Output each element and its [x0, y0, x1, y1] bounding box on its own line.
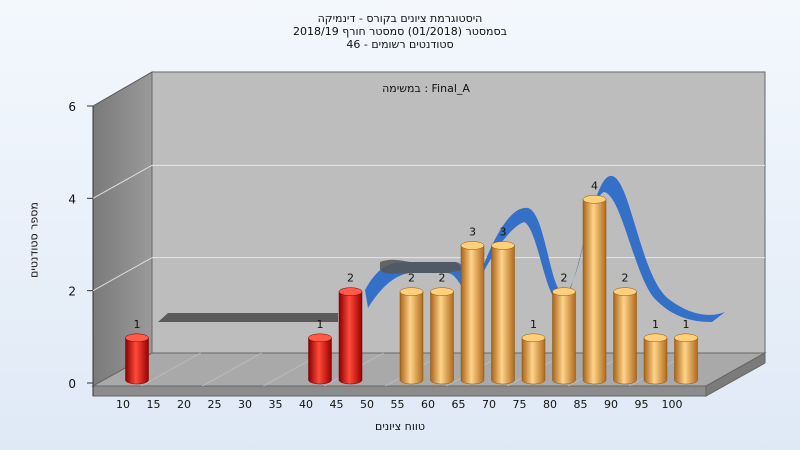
bar-cap [613, 287, 637, 296]
bar-value-label: 4 [591, 179, 598, 192]
bar-value-label: 3 [500, 226, 507, 239]
bar: 2 [399, 272, 424, 385]
bar: 1 [308, 318, 332, 385]
y-tick-label: 6 [68, 100, 76, 114]
bar-body [308, 337, 332, 385]
bar-cap [582, 195, 607, 204]
bar-cap [491, 241, 515, 250]
bar: 4 [582, 179, 607, 385]
bar: 2 [430, 272, 454, 385]
x-tick-label: 70 [482, 398, 496, 411]
x-tick-label: 90 [604, 398, 618, 411]
floor-right [705, 352, 766, 397]
bar: 1 [521, 318, 546, 385]
x-tick-label: 25 [208, 398, 222, 411]
bar-cap [430, 287, 454, 296]
bar-value-label: 2 [561, 272, 568, 285]
x-tick-label: 35 [269, 398, 283, 411]
bar-value-label: 2 [622, 272, 629, 285]
bar-cap [643, 333, 668, 343]
x-tick-label: 15 [147, 398, 161, 411]
bar-value-label: 1 [530, 318, 537, 331]
bar-body [125, 337, 149, 385]
bar-value-label: 1 [683, 318, 690, 331]
bar-cap [460, 241, 485, 250]
bar-body [521, 337, 546, 385]
chart-title: היסטוגרמת ציונים בקורס - דינמיקה [317, 12, 483, 25]
bar-value-label: 3 [469, 226, 476, 239]
y-tick-label: 0 [68, 377, 76, 391]
x-tick-label: 20 [177, 398, 191, 411]
x-tick-label: 95 [635, 398, 649, 411]
bar: 3 [491, 226, 515, 385]
bar-cap [399, 287, 424, 296]
bar-body [338, 291, 363, 385]
bar-body [430, 291, 454, 385]
bar-value-label: 1 [317, 318, 324, 331]
bar-cap [521, 333, 546, 343]
bar-body [613, 291, 637, 385]
x-tick-label: 40 [299, 398, 313, 411]
bar-value-label: 1 [134, 318, 141, 331]
x-axis-label: טווח ציונים [375, 420, 425, 433]
bar-body [643, 337, 668, 385]
x-tick-label: 60 [421, 398, 435, 411]
bar-body [552, 291, 576, 385]
bar-value-label: 1 [652, 318, 659, 331]
bar-value-label: 2 [347, 272, 354, 285]
bar-cap [125, 333, 149, 343]
y-tick-label: 2 [68, 285, 76, 299]
task-subtitle: במשימה : Final_A [382, 82, 470, 95]
chart-students: סטודנטים רשומים - 46 [346, 38, 454, 51]
bar-body [582, 199, 607, 385]
bar-body [491, 245, 515, 385]
bar: 2 [613, 272, 637, 385]
y-axis-label: מספר סטודנטים [27, 202, 41, 278]
y-tick-label: 4 [68, 192, 76, 206]
floor-front [92, 385, 707, 397]
distribution-curve [365, 175, 725, 322]
floor-grid-line [202, 352, 262, 387]
x-tick-label: 85 [574, 398, 588, 411]
x-tick-label: 30 [238, 398, 252, 411]
bar-body [460, 245, 485, 385]
bar-value-label: 2 [439, 272, 446, 285]
bar-cap [674, 333, 698, 343]
x-tick-label: 65 [452, 398, 466, 411]
bar-body [399, 291, 424, 385]
bar: 2 [338, 272, 363, 385]
x-tick-label: 75 [513, 398, 527, 411]
bar: 3 [460, 226, 485, 385]
curve-flat-segment [158, 313, 338, 322]
x-tick-label: 50 [360, 398, 374, 411]
x-tick-label: 10 [116, 398, 130, 411]
x-tick-label: 80 [543, 398, 557, 411]
bar-value-label: 2 [408, 272, 415, 285]
floor-grid-line [141, 352, 201, 387]
bar: 1 [125, 318, 149, 385]
x-tick-label: 100 [662, 398, 683, 411]
chart-semester: בסמסטר (01/2018) סמסטר חורף 2018/19 [293, 25, 507, 38]
x-tick-label: 45 [330, 398, 344, 411]
bar-cap [338, 287, 363, 296]
bar: 2 [552, 272, 576, 385]
bar: 1 [674, 318, 698, 385]
grid-line-side [92, 257, 153, 292]
bar-cap [308, 333, 332, 343]
bar: 1 [643, 318, 668, 385]
bar-body [674, 337, 698, 385]
x-tick-label: 55 [391, 398, 405, 411]
curve-shadow [380, 259, 462, 274]
bar-cap [552, 287, 576, 296]
grid-line-side [92, 164, 153, 199]
